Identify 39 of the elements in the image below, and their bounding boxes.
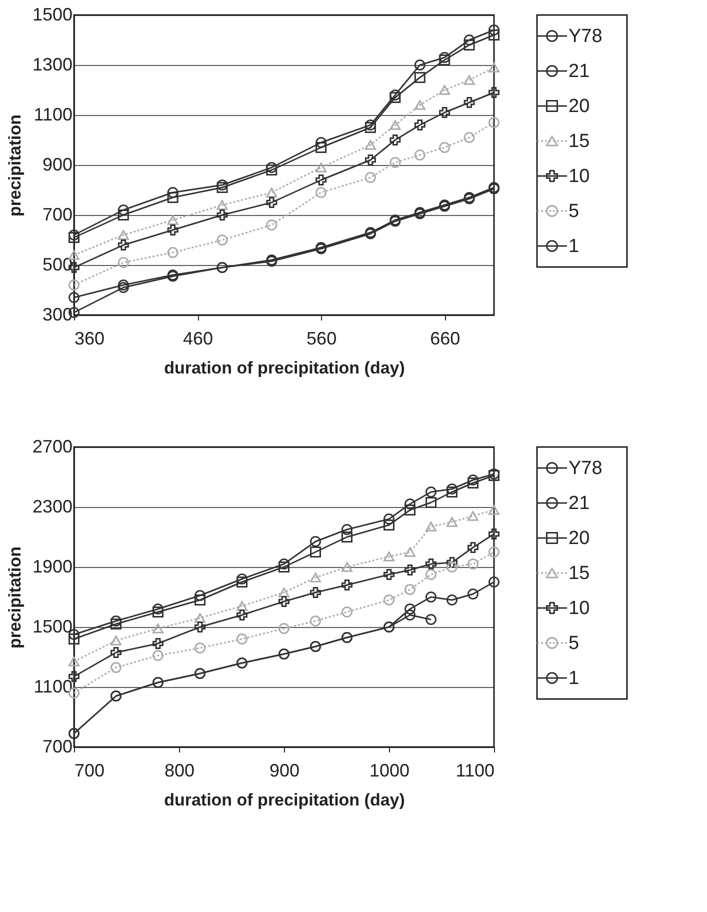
x-tick-label: 560 (306, 328, 337, 348)
y-tick-label: 900 (42, 154, 72, 174)
x-tick-label: 1100 (456, 760, 494, 780)
y-tick-label: 1500 (32, 616, 72, 636)
y-tick-label: 1100 (34, 104, 72, 124)
legend-label: 1 (568, 236, 580, 257)
y-tick-label: 700 (42, 736, 72, 756)
x-tick-label: 800 (164, 760, 195, 780)
x-tick-label: 900 (269, 760, 300, 780)
y-tick-label: 1100 (34, 676, 72, 696)
x-axis-title: duration of precipitation (day) (164, 790, 405, 810)
x-tick-label: 700 (74, 760, 105, 780)
y-tick-label: 2300 (32, 496, 72, 516)
legend-label: 10 (568, 166, 590, 187)
x-tick-label: 660 (430, 328, 460, 348)
y-tick-label: 2700 (32, 436, 72, 456)
y-tick-label: 1300 (32, 54, 72, 74)
legend-label: 15 (568, 131, 590, 152)
legend-label: 21 (568, 61, 590, 82)
x-axis-title: duration of precipitation (day) (164, 358, 405, 378)
y-axis-title: precipitation (5, 546, 24, 649)
y-tick-label: 300 (42, 304, 72, 324)
legend-label: 20 (568, 96, 590, 117)
legend-label: 10 (568, 598, 590, 619)
legend-label: 21 (568, 493, 590, 514)
legend-label: 5 (568, 201, 580, 222)
x-tick-label: 360 (74, 328, 105, 348)
legend-label: 15 (568, 563, 590, 584)
legend-label: 20 (568, 528, 590, 549)
y-tick-label: 700 (42, 204, 72, 224)
legend-label: 1 (568, 668, 580, 689)
y-tick-label: 1900 (32, 556, 72, 576)
y-axis-title: precipitation (5, 114, 24, 217)
x-tick-label: 1000 (369, 760, 410, 780)
y-tick-label: 1500 (32, 4, 72, 24)
legend-label: Y78 (568, 26, 602, 47)
x-tick-label: 460 (183, 328, 214, 348)
legend-label: 5 (568, 633, 580, 654)
legend-label: Y78 (568, 458, 602, 479)
